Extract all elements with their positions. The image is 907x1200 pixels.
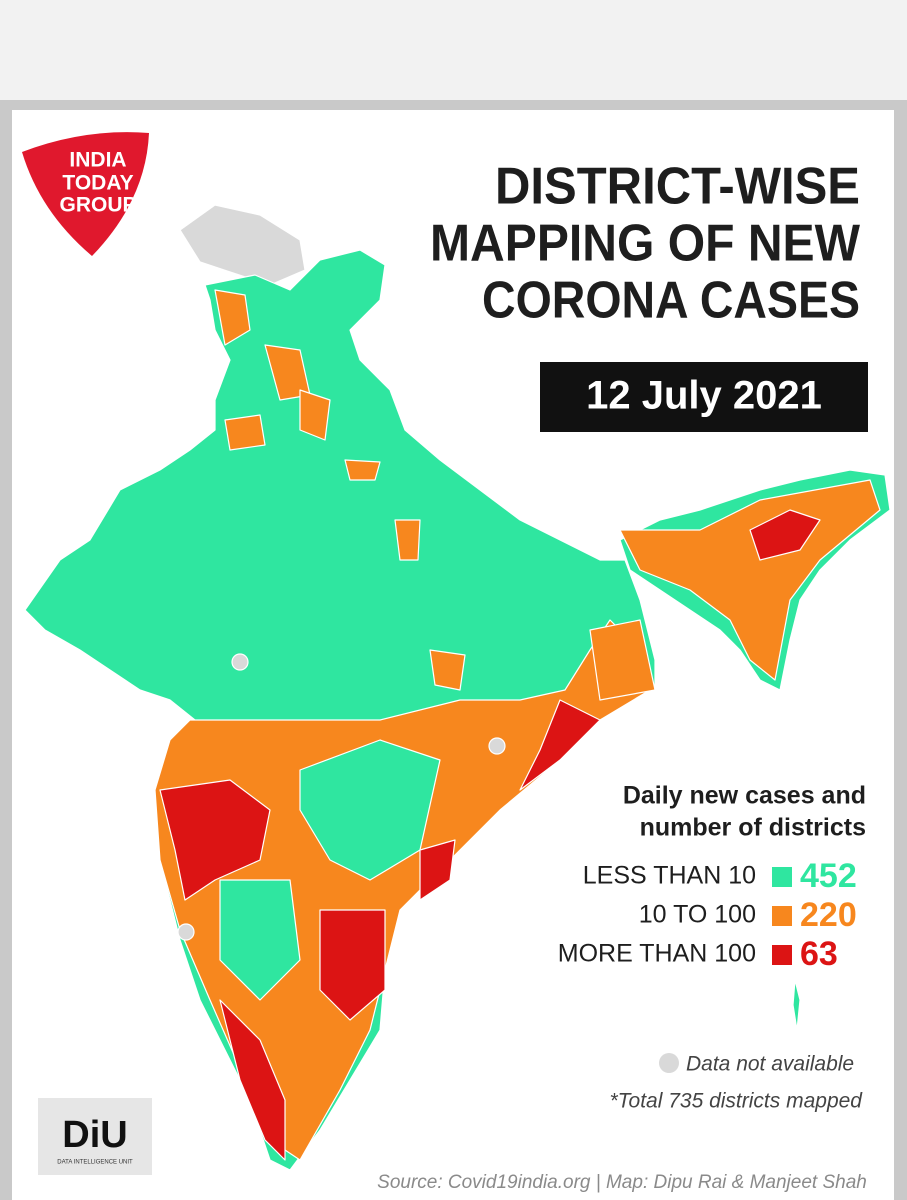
logo-line: TODAY xyxy=(62,172,133,195)
region-orange-patches xyxy=(214,289,656,701)
diu-label: DiU xyxy=(62,1114,127,1156)
region-green xyxy=(24,249,656,1171)
source: Source: Covid19india.org | Map: Dipu Rai… xyxy=(377,1172,867,1193)
legend-title-line: Daily new cases and xyxy=(623,782,866,810)
region-na xyxy=(179,204,306,286)
region-orange xyxy=(214,289,251,346)
legend-label: MORE THAN 100 xyxy=(558,940,756,968)
legend-title: Daily new cases and number of districts xyxy=(623,782,866,842)
legend-count: 63 xyxy=(800,935,838,973)
legend-swatch xyxy=(772,945,792,965)
logo-line: GROUP xyxy=(59,194,136,217)
map xyxy=(24,204,891,1171)
legend-label: 10 TO 100 xyxy=(639,901,756,929)
note: Data not available xyxy=(686,1053,854,1076)
logo-text: INDIA TODAY GROUP xyxy=(59,149,136,217)
title-line: CORONA CASES xyxy=(482,272,860,330)
region-orange xyxy=(619,479,881,681)
region-red xyxy=(419,839,456,901)
top-bar xyxy=(0,0,907,100)
diu-box xyxy=(38,1098,152,1175)
region-na xyxy=(488,737,506,755)
title: DISTRICT-WISE MAPPING OF NEW CORONA CASE… xyxy=(430,158,861,330)
title-line: MAPPING OF NEW xyxy=(430,215,861,273)
legend-swatch xyxy=(772,867,792,887)
logo-shield xyxy=(22,132,149,256)
region-red xyxy=(519,699,601,791)
region-na-patches xyxy=(177,653,506,941)
title-line: DISTRICT-WISE xyxy=(495,158,860,216)
legend-count: 452 xyxy=(800,857,857,895)
region-orange xyxy=(394,519,421,561)
islands xyxy=(792,979,801,1031)
diu-sub: DATA INTELLIGENCE UNIT xyxy=(57,1160,133,1166)
legend-swatch xyxy=(772,906,792,926)
region-orange xyxy=(344,459,381,481)
logo-line: INDIA xyxy=(69,149,126,172)
region-na xyxy=(231,653,249,671)
note: *Total 735 districts mapped xyxy=(609,1090,863,1113)
na-swatch xyxy=(659,1053,679,1073)
legend-count: 220 xyxy=(800,896,857,934)
region-orange xyxy=(299,389,331,441)
region-orange xyxy=(589,619,656,701)
date-box xyxy=(540,362,868,432)
region-green xyxy=(299,739,441,881)
region-orange xyxy=(224,414,266,451)
region-orange xyxy=(429,649,466,691)
legend-title-line: number of districts xyxy=(640,814,866,842)
legend: LESS THAN 10 452 10 TO 100 220 MORE THAN 100… xyxy=(558,857,857,973)
legend-label: LESS THAN 10 xyxy=(583,862,756,890)
date: 12 July 2021 xyxy=(586,374,822,418)
region-red xyxy=(749,509,821,561)
region-red xyxy=(219,999,286,1161)
region-green xyxy=(219,879,301,1001)
region-na xyxy=(177,923,195,941)
region-red xyxy=(319,909,386,1021)
region-red xyxy=(159,779,271,901)
